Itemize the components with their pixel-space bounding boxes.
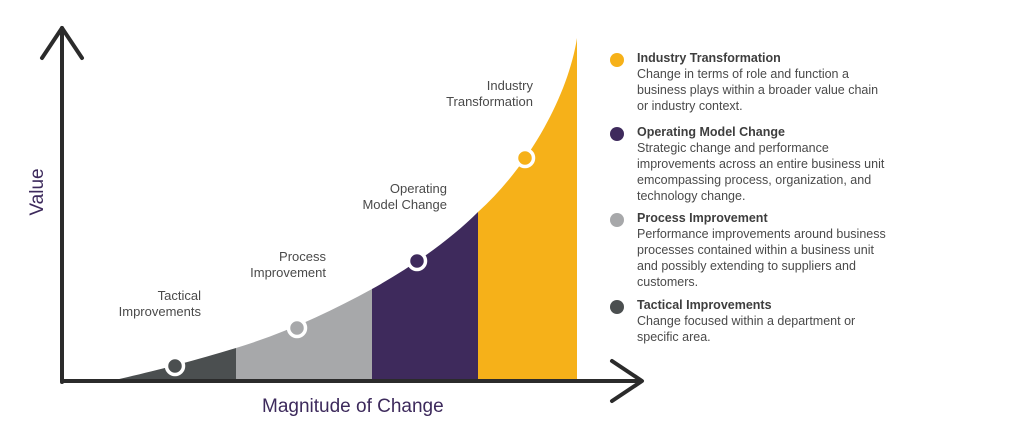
segment-tactical [115, 348, 236, 380]
x-axis-title: Magnitude of Change [262, 396, 444, 417]
y-axis-arrowhead [40, 26, 84, 60]
legend-description: Change in terms of role and function a b… [637, 67, 879, 113]
label-industry-transformation: Industry Transformation [446, 78, 533, 109]
legend-title: Operating Model Change [637, 125, 785, 139]
legend-description: Change focused within a department or sp… [637, 314, 856, 344]
label-tactical-improvements: Tactical Improvements [118, 288, 201, 319]
segment-operating [372, 212, 478, 380]
segment-industry [478, 38, 577, 380]
legend-title: Industry Transformation [637, 51, 781, 65]
marker-tactical [164, 355, 186, 377]
legend-title: Tactical Improvements [637, 298, 772, 312]
legend-dot-process [610, 213, 624, 227]
legend-title: Process Improvement [637, 211, 768, 225]
legend-dot-tactical [610, 300, 624, 314]
legend-dot-industry [610, 53, 624, 67]
legend-dot-operating [610, 127, 624, 141]
x-axis-arrowhead [610, 359, 644, 403]
label-operating-model-change: Operating Model Change [362, 181, 447, 212]
label-process-improvement: Process Improvement [250, 249, 326, 280]
legend-description: Performance improvements around business… [637, 227, 886, 289]
marker-operating [406, 250, 428, 272]
y-axis-title: Value [27, 168, 48, 216]
legend-description: Strategic change and performance improve… [637, 141, 885, 203]
marker-industry [514, 147, 536, 169]
marker-process [286, 317, 308, 339]
